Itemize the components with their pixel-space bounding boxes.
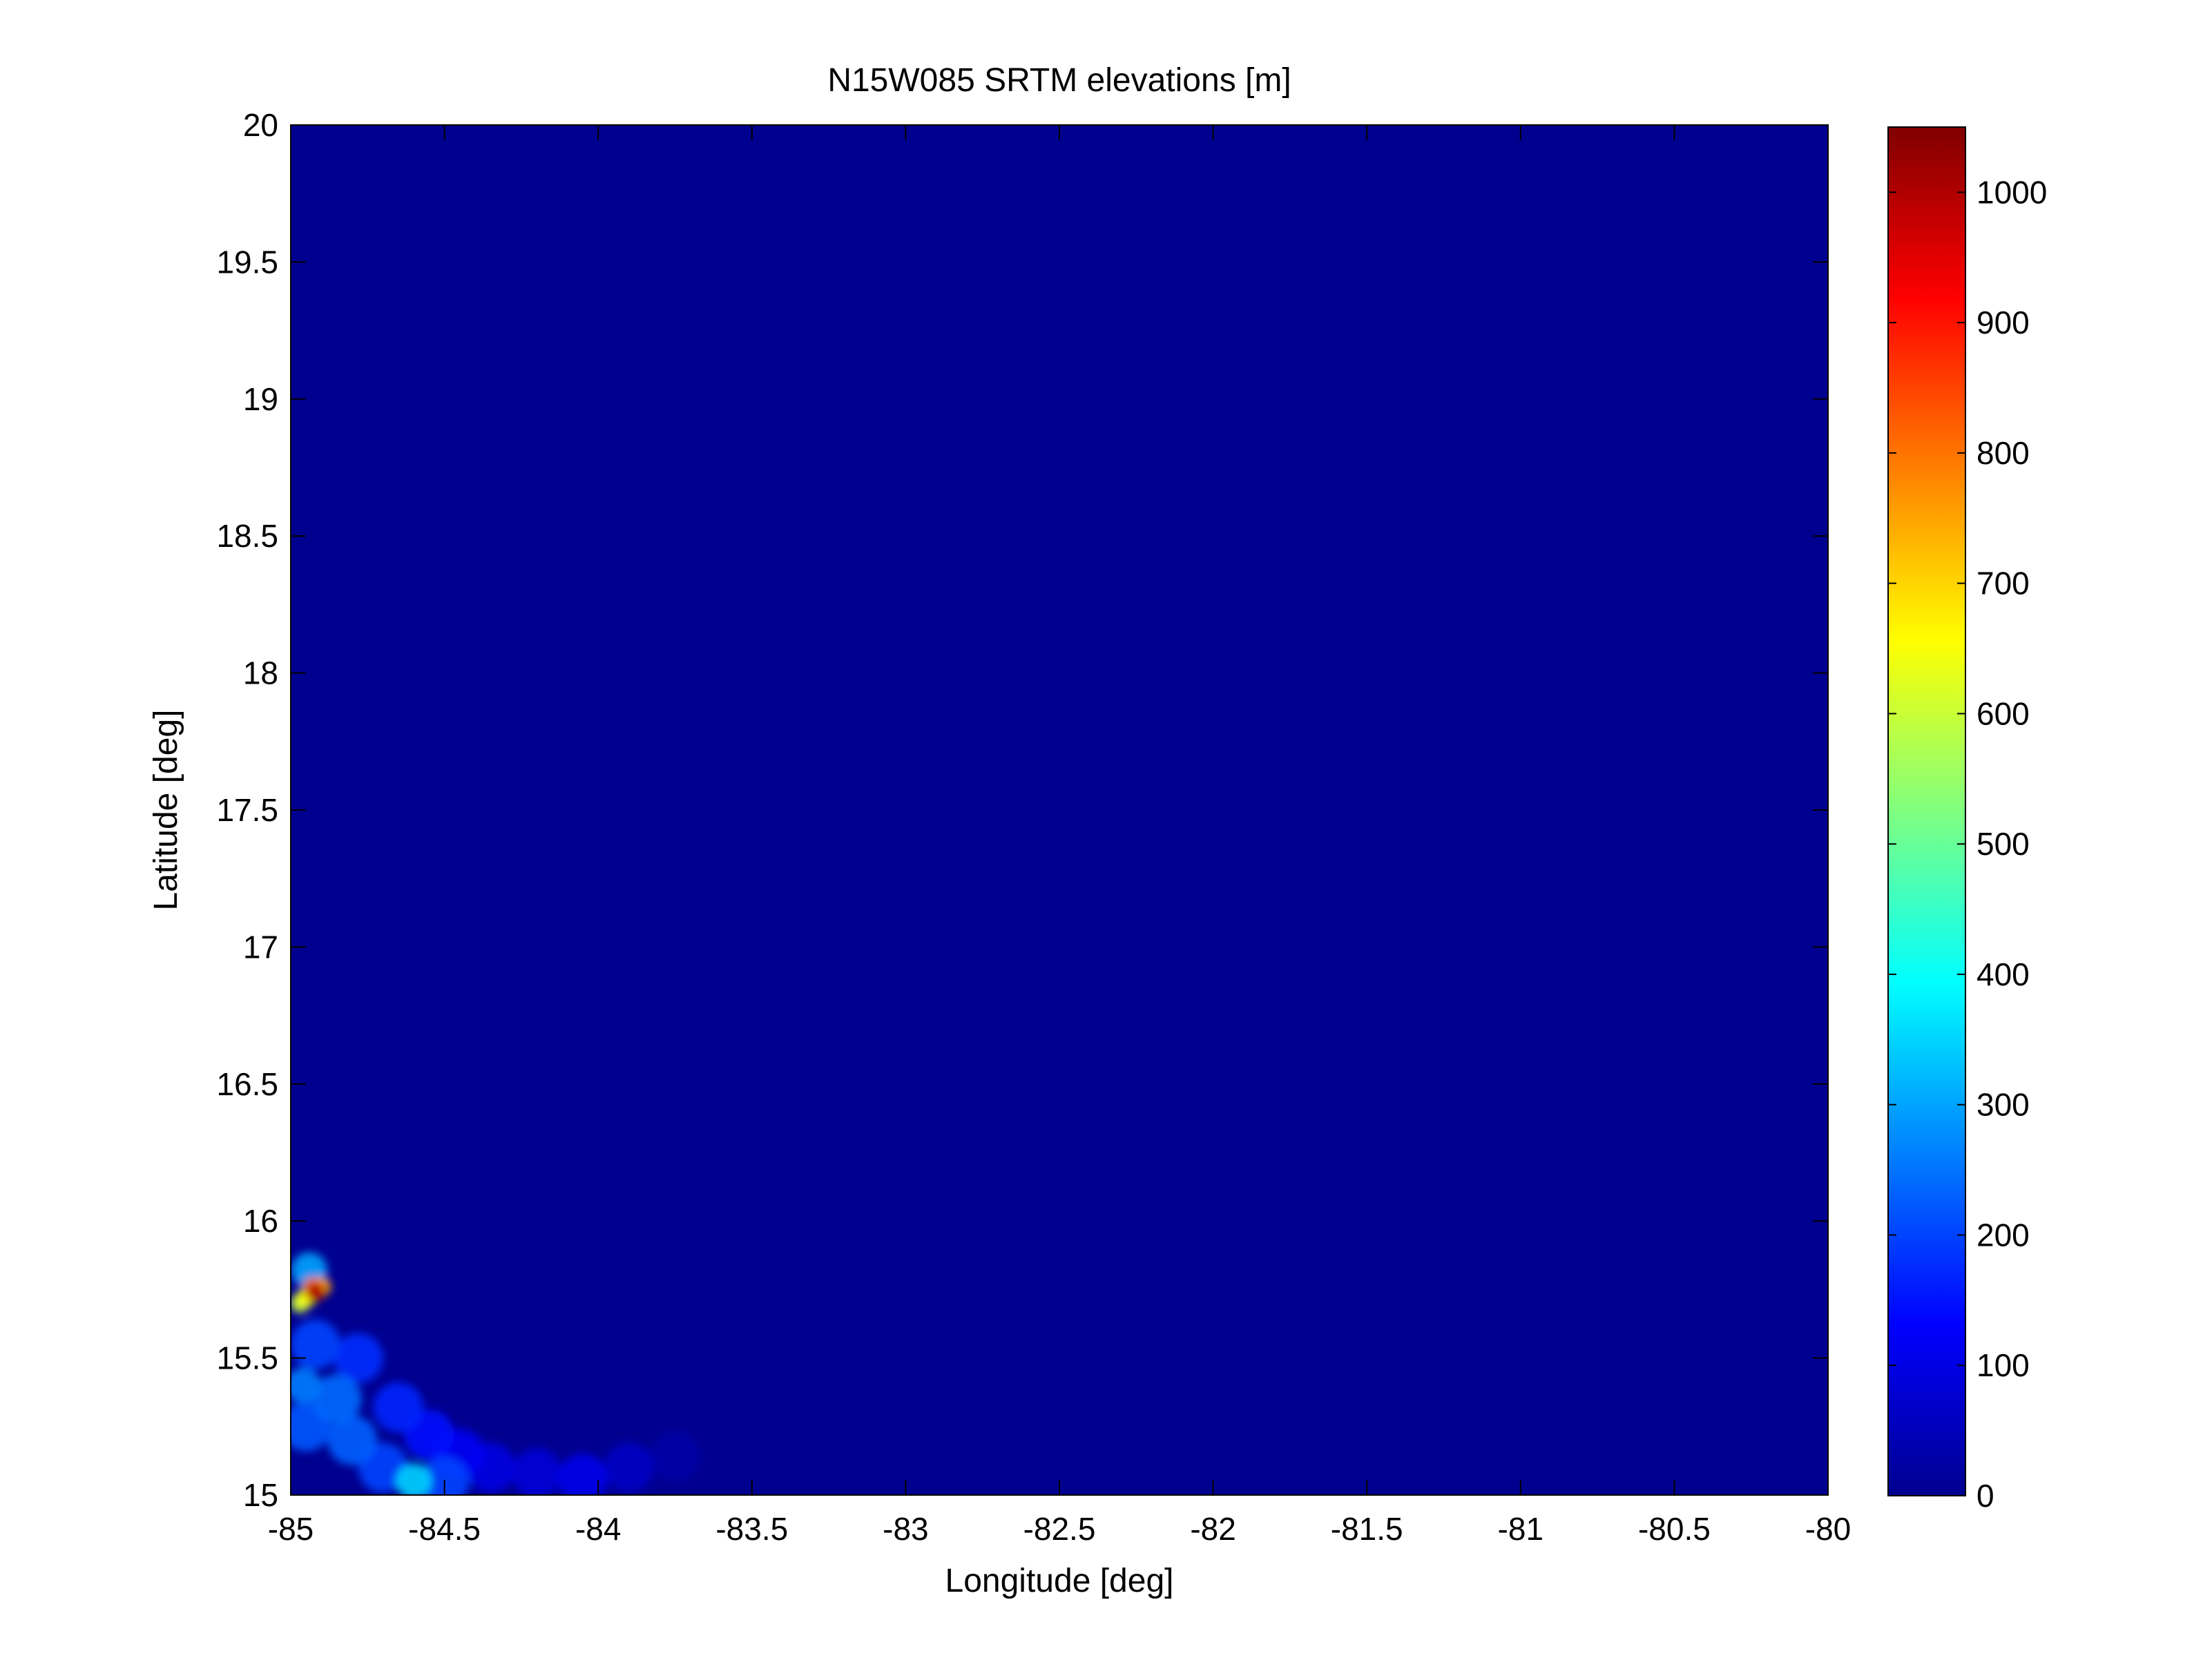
y-tick-label: 17 [243, 929, 278, 965]
elevation-point [333, 1333, 383, 1383]
colorbar [1887, 126, 1966, 1496]
y-tick-label: 17.5 [216, 792, 278, 828]
x-tick-label: -81 [1498, 1511, 1543, 1547]
colorbar-tick-label: 900 [1977, 305, 2030, 340]
colorbar-tick-label: 1000 [1977, 174, 2047, 210]
elevation-point [557, 1454, 608, 1495]
y-tick-label: 19 [243, 381, 278, 417]
colorbar-tick-label: 300 [1977, 1087, 2030, 1123]
x-tick-label: -82 [1190, 1511, 1235, 1547]
elevation-point [311, 1374, 362, 1425]
colorbar-tick-label: 800 [1977, 435, 2030, 471]
x-axis-label: Longitude [deg] [945, 1563, 1174, 1599]
x-tick-label: -84.5 [408, 1511, 481, 1547]
y-tick-label: 15 [243, 1477, 278, 1513]
y-tick-label: 19.5 [216, 244, 278, 280]
colorbar-ticks: 0 100 200 300 400 500 600 700 800 900 1000 [1888, 174, 2047, 1514]
elevation-point [650, 1432, 700, 1482]
x-tick-label: -82.5 [1023, 1511, 1096, 1547]
colorbar-tick-label: 400 [1977, 956, 2030, 992]
elevation-point [327, 1415, 378, 1465]
x-tick-label: -80.5 [1638, 1511, 1711, 1547]
terrain-features [291, 1252, 700, 1495]
y-tick-label: 20 [243, 107, 278, 143]
colorbar-tick-label: 700 [1977, 566, 2030, 601]
x-tick-label: -84 [575, 1511, 621, 1547]
chart-title: N15W085 SRTM elevations [m] [827, 62, 1291, 99]
elevation-point [305, 1282, 325, 1302]
x-axis-ticks: -85 -84.5 -84 -83.5 -83 -82.5 -82 -81.5 -81 -80.5… [268, 125, 1851, 1547]
elevation-point [396, 1463, 432, 1495]
y-tick-label: 16.5 [216, 1066, 278, 1102]
elevation-point [604, 1443, 654, 1493]
x-tick-label: -83 [883, 1511, 928, 1547]
y-tick-label: 15.5 [216, 1340, 278, 1376]
colorbar-tick-label: 100 [1977, 1347, 2030, 1383]
y-tick-label: 18 [243, 655, 278, 691]
x-tick-label: -81.5 [1331, 1511, 1403, 1547]
x-tick-label: -85 [268, 1511, 314, 1547]
colorbar-tick-label: 500 [1977, 826, 2030, 862]
elevation-point [291, 1319, 340, 1369]
colorbar-tick-label: 0 [1977, 1478, 1994, 1514]
colorbar-tick-label: 600 [1977, 695, 2030, 731]
elevation-point [512, 1448, 562, 1495]
y-axis-ticks: 15 15.5 16 16.5 17 17.5 18 18.5 19 19.5 20 [216, 107, 1828, 1513]
plot-area [291, 125, 1828, 1495]
x-tick-label: -80 [1805, 1511, 1851, 1547]
colorbar-tick-label: 200 [1977, 1217, 2030, 1253]
x-tick-label: -83.5 [715, 1511, 788, 1547]
y-tick-label: 16 [243, 1203, 278, 1239]
elevation-point [373, 1382, 423, 1433]
elevation-point [291, 1367, 321, 1404]
elevation-point [419, 1456, 470, 1495]
y-tick-label: 18.5 [216, 518, 278, 554]
y-axis-label: Latitude [deg] [148, 710, 184, 911]
